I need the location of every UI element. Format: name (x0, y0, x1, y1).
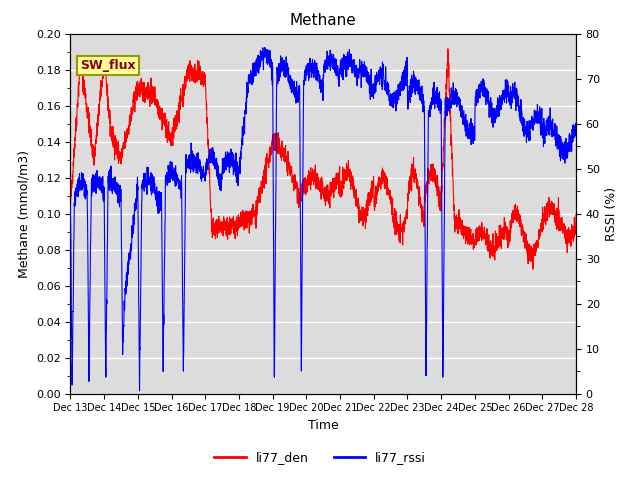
Y-axis label: Methane (mmol/m3): Methane (mmol/m3) (17, 150, 30, 277)
Legend: li77_den, li77_rssi: li77_den, li77_rssi (209, 446, 431, 469)
Y-axis label: RSSI (%): RSSI (%) (605, 187, 618, 240)
X-axis label: Time: Time (308, 419, 339, 432)
Text: SW_flux: SW_flux (81, 59, 136, 72)
Title: Methane: Methane (290, 13, 356, 28)
